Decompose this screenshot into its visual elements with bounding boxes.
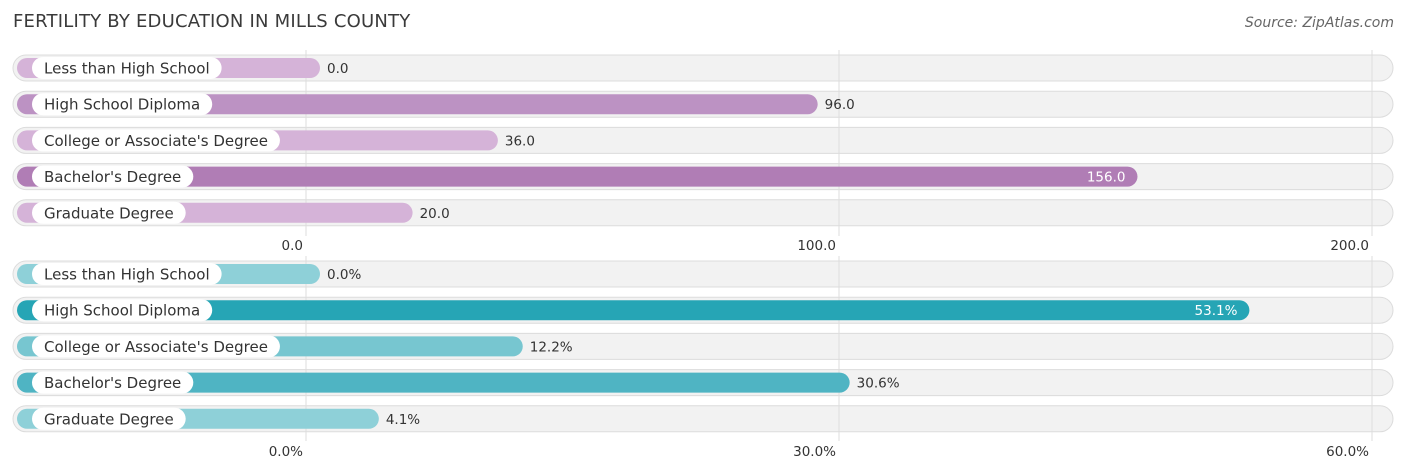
- tick-label: 0.0%: [269, 444, 303, 460]
- category-pill: [32, 371, 194, 394]
- value-label: 156.0: [1087, 170, 1126, 186]
- category-pill: [32, 263, 222, 285]
- value-label: 0.0: [327, 61, 348, 77]
- tick-label: 60.0%: [1326, 444, 1369, 460]
- bar-high-school-diploma: [17, 300, 1250, 321]
- tick-label: 200.0: [1330, 238, 1369, 254]
- category-pill: [32, 57, 222, 79]
- bar-high-school-diploma: [17, 94, 818, 115]
- category-label: Graduate Degree: [44, 410, 174, 428]
- bar-bachelor-s-degree: [17, 166, 1138, 187]
- bar-bachelor-s-degree: [17, 372, 850, 393]
- category-pill: [32, 201, 186, 224]
- category-pill: [32, 165, 194, 188]
- category-pill: [32, 93, 213, 116]
- category-label: High School Diploma: [44, 302, 200, 320]
- source-note: Source: ZipAtlas.com: [1244, 15, 1394, 31]
- value-label: 30.6%: [857, 376, 900, 392]
- chart-title: FERTILITY BY EDUCATION IN MILLS COUNTY: [13, 11, 411, 32]
- category-label: Bachelor's Degree: [44, 168, 181, 186]
- category-label: Bachelor's Degree: [44, 374, 181, 392]
- category-label: College or Associate's Degree: [44, 338, 268, 356]
- category-label: High School Diploma: [44, 96, 200, 114]
- value-label: 53.1%: [1195, 303, 1238, 319]
- value-label: 96.0: [825, 97, 855, 113]
- category-label: Less than High School: [44, 60, 210, 78]
- category-label: College or Associate's Degree: [44, 132, 268, 150]
- category-pill: [32, 407, 186, 430]
- category-pill: [32, 335, 280, 358]
- value-label: 4.1%: [386, 412, 420, 428]
- category-pill: [32, 129, 280, 152]
- row-track-less-than-high-school: [12, 54, 1394, 82]
- tick-label: 30.0%: [793, 444, 836, 460]
- category-label: Less than High School: [44, 266, 210, 284]
- value-label: 0.0%: [327, 267, 361, 283]
- category-pill: [32, 299, 213, 322]
- row-track-less-than-high-school: [12, 260, 1394, 288]
- value-label: 12.2%: [530, 339, 573, 355]
- value-label: 20.0: [420, 206, 450, 222]
- tick-label: 100.0: [797, 238, 836, 254]
- value-label: 36.0: [505, 133, 535, 149]
- tick-label: 0.0: [282, 238, 303, 254]
- category-label: Graduate Degree: [44, 204, 174, 222]
